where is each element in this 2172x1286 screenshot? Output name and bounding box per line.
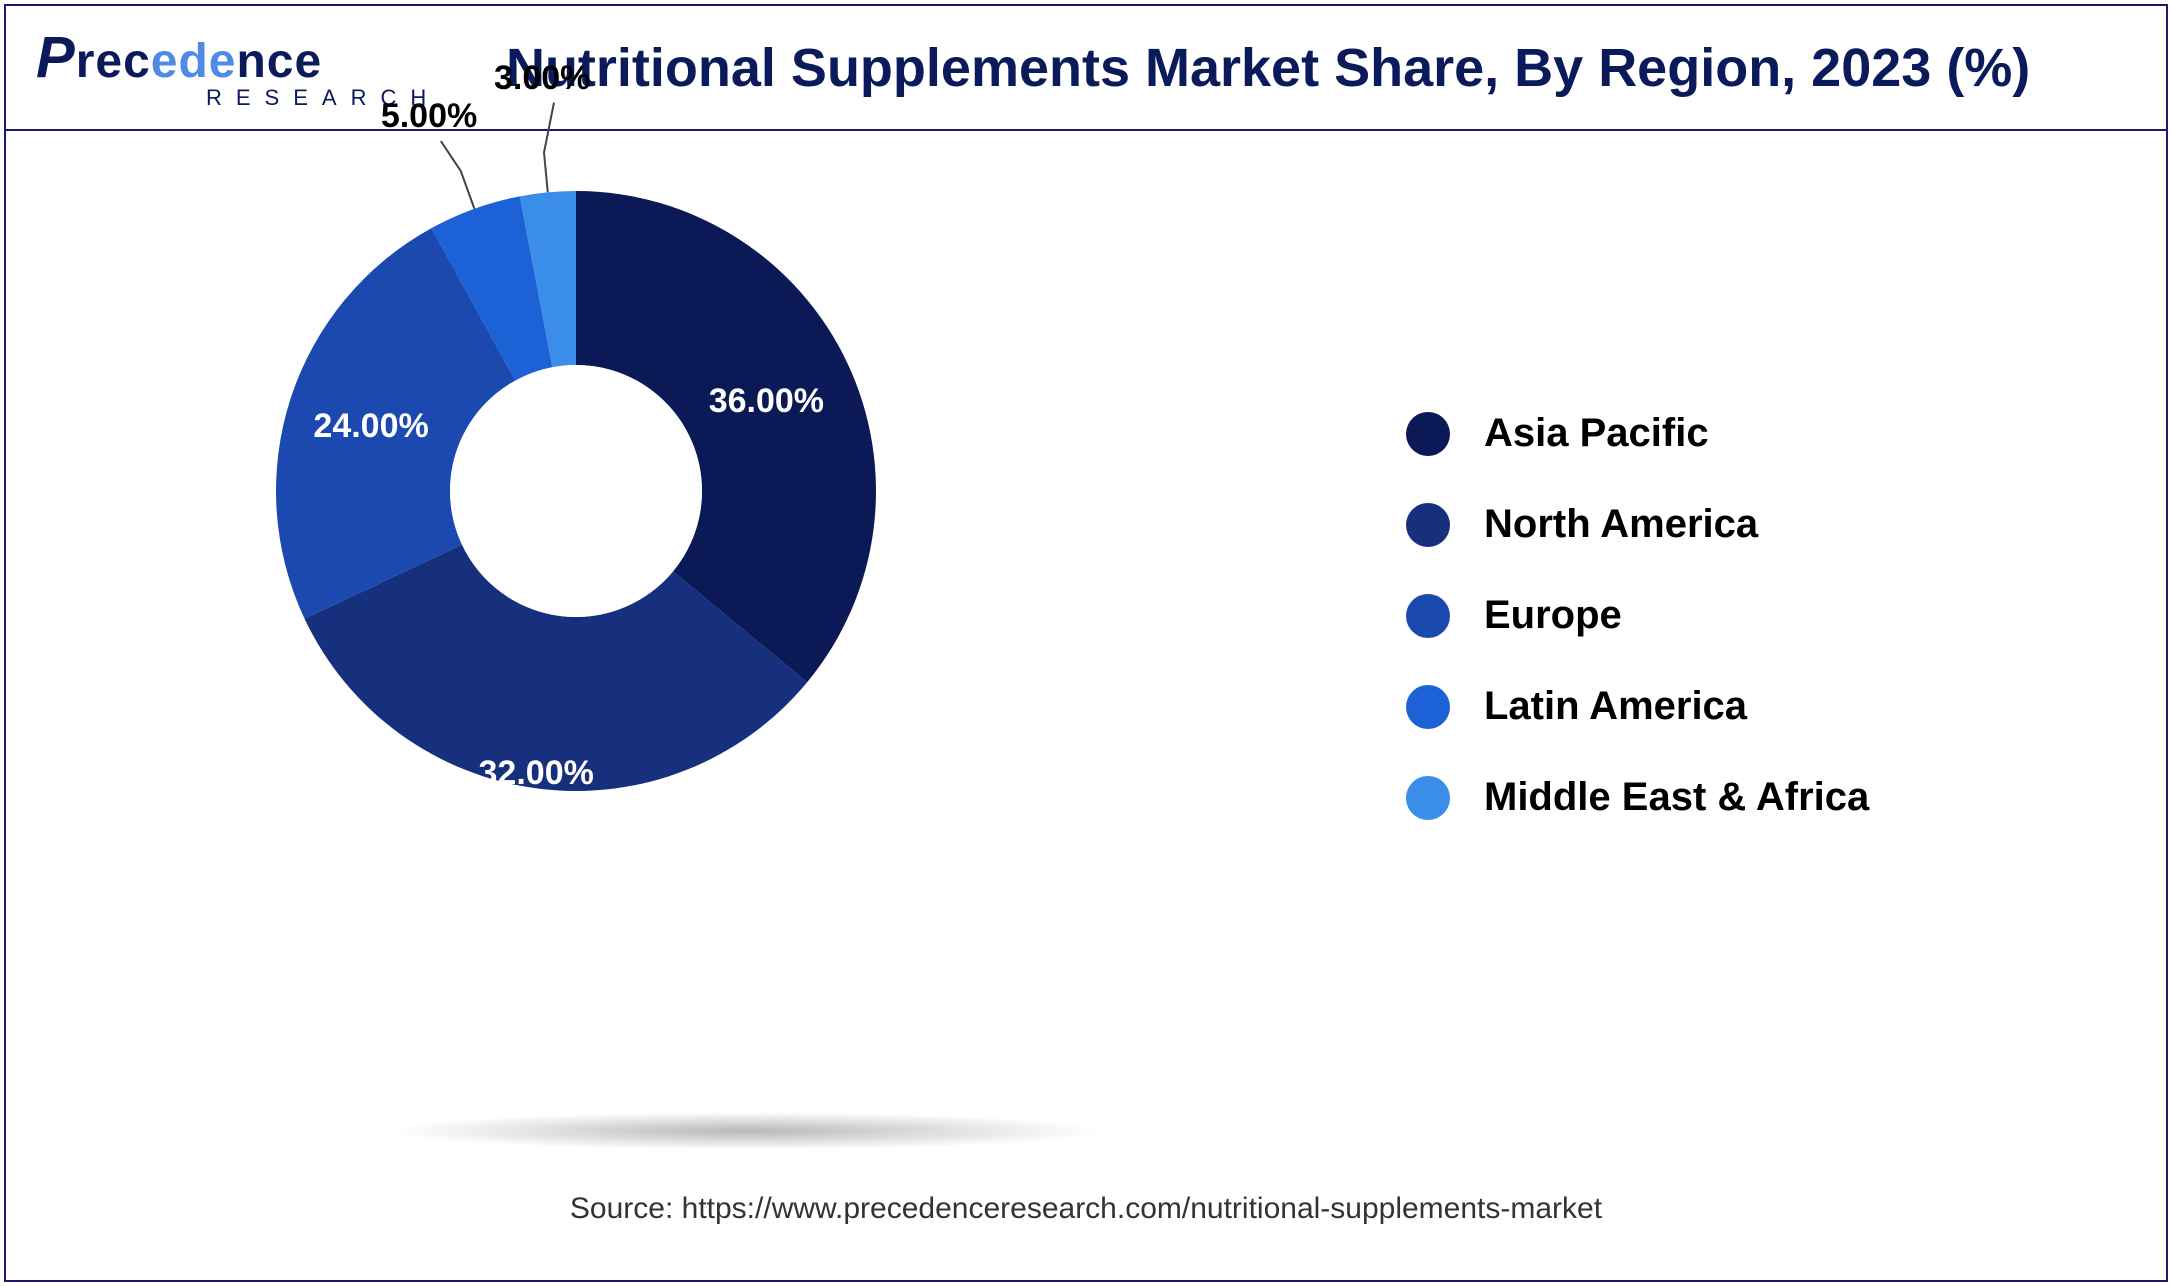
logo: Precedence RESEARCH bbox=[36, 24, 440, 111]
slice-label: 24.00% bbox=[313, 407, 428, 446]
legend-swatch bbox=[1406, 503, 1450, 547]
slice-label: 32.00% bbox=[479, 754, 594, 793]
legend-label: Asia Pacific bbox=[1484, 411, 1709, 456]
legend-label: Europe bbox=[1484, 593, 1622, 638]
donut-hole bbox=[450, 365, 702, 617]
source-text: Source: https://www.precedenceresearch.c… bbox=[6, 1192, 2166, 1226]
legend-swatch bbox=[1406, 412, 1450, 456]
chart-frame: Precedence RESEARCH Nutritional Suppleme… bbox=[4, 4, 2168, 1282]
legend-label: Latin America bbox=[1484, 684, 1747, 729]
header: Precedence RESEARCH Nutritional Suppleme… bbox=[6, 6, 2166, 131]
legend-label: Middle East & Africa bbox=[1484, 775, 1869, 820]
chart-body: 36.00%32.00%24.00%5.00%3.00% Asia Pacifi… bbox=[6, 131, 2166, 1280]
slice-label: 5.00% bbox=[381, 97, 477, 136]
legend-swatch bbox=[1406, 776, 1450, 820]
legend-item: Asia Pacific bbox=[1406, 411, 1869, 456]
legend-swatch bbox=[1406, 594, 1450, 638]
legend-item: Latin America bbox=[1406, 684, 1869, 729]
legend-item: Europe bbox=[1406, 593, 1869, 638]
slice-label: 36.00% bbox=[709, 382, 824, 421]
legend-item: North America bbox=[1406, 502, 1869, 547]
legend-label: North America bbox=[1484, 502, 1758, 547]
chart-title: Nutritional Supplements Market Share, By… bbox=[470, 37, 2126, 99]
legend-swatch bbox=[1406, 685, 1450, 729]
chart-shadow bbox=[386, 1112, 1106, 1150]
slice-label: 3.00% bbox=[494, 59, 590, 98]
legend-item: Middle East & Africa bbox=[1406, 775, 1869, 820]
legend: Asia Pacific North America Europe Latin Ame… bbox=[1406, 411, 1869, 820]
donut-chart: 36.00%32.00%24.00%5.00%3.00% bbox=[266, 181, 886, 801]
